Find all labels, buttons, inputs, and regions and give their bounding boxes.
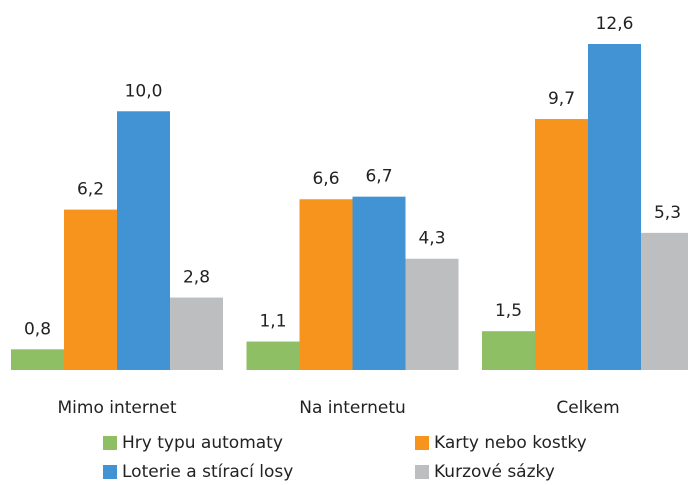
bar xyxy=(117,111,170,371)
bar xyxy=(64,209,117,370)
data-label: 9,7 xyxy=(548,89,575,109)
bar xyxy=(588,44,641,370)
legend-swatch xyxy=(103,465,117,479)
data-label: 6,6 xyxy=(312,169,339,189)
data-label: 6,2 xyxy=(77,180,104,200)
bar xyxy=(352,196,406,370)
data-label: 6,7 xyxy=(365,167,392,187)
bar xyxy=(11,349,64,370)
legend-label: Loterie a stírací losy xyxy=(122,462,293,482)
legend-label: Kurzové sázky xyxy=(434,462,555,482)
legend-swatch xyxy=(103,436,117,450)
legend-swatch xyxy=(415,436,429,450)
data-label: 1,1 xyxy=(259,312,286,332)
legend-swatch xyxy=(415,465,429,479)
x-tick-label: Celkem xyxy=(556,398,619,418)
x-tick-label: Mimo internet xyxy=(58,398,177,418)
legend-label: Hry typu automaty xyxy=(122,433,283,453)
data-label: 0,8 xyxy=(24,319,51,339)
x-tick-label: Na internetu xyxy=(299,398,406,418)
data-label: 12,6 xyxy=(596,14,634,34)
bar xyxy=(170,297,223,370)
legend-label: Karty nebo kostky xyxy=(434,433,587,453)
data-label: 1,5 xyxy=(495,301,522,321)
bar xyxy=(641,232,688,370)
bar xyxy=(405,258,459,370)
bar xyxy=(299,199,353,370)
bar xyxy=(482,331,535,370)
data-label: 5,3 xyxy=(654,203,681,223)
bar xyxy=(535,119,588,371)
data-label: 10,0 xyxy=(125,81,163,101)
data-label: 4,3 xyxy=(418,229,445,249)
bar xyxy=(246,341,300,370)
data-label: 2,8 xyxy=(183,268,210,288)
